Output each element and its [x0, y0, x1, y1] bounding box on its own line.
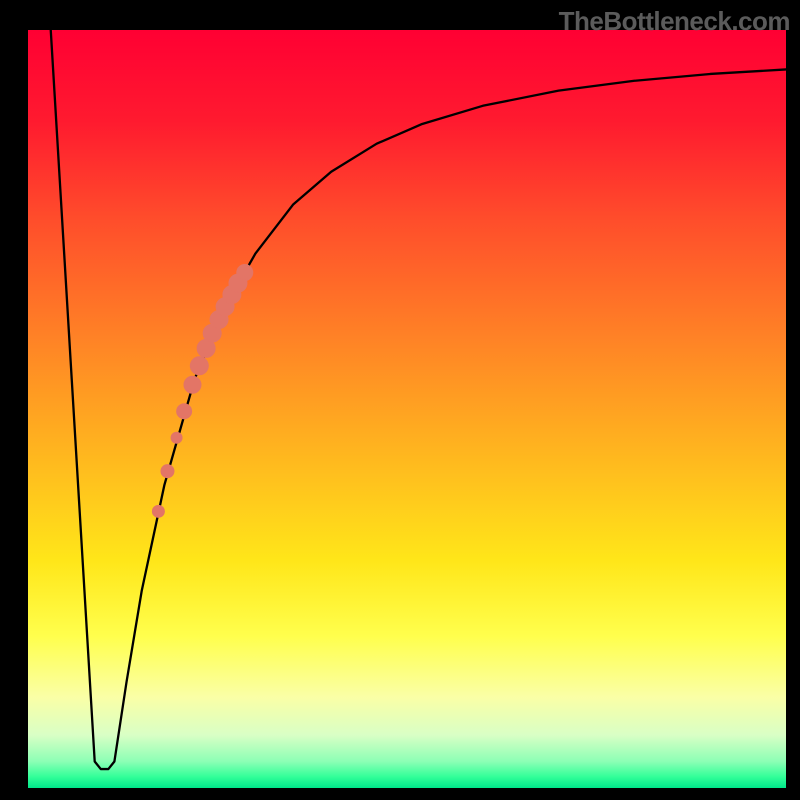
data-point — [184, 376, 201, 393]
data-point — [190, 357, 208, 375]
data-point — [171, 432, 182, 443]
data-point — [177, 404, 192, 419]
watermark-text: TheBottleneck.com — [559, 6, 790, 37]
gradient-background — [28, 30, 786, 788]
chart-container: TheBottleneck.com — [0, 0, 800, 800]
data-point — [237, 265, 253, 281]
data-point — [152, 505, 164, 517]
data-point — [161, 465, 174, 478]
chart-svg — [0, 0, 800, 800]
